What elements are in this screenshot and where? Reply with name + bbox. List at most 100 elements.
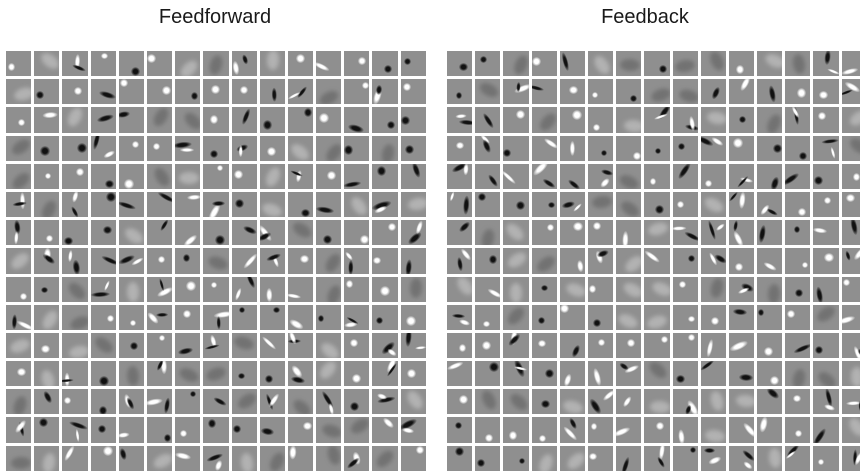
faint-feature [622, 253, 642, 274]
filter-tile [813, 191, 839, 218]
dark-feature [813, 175, 824, 186]
filter-tile [447, 163, 473, 189]
dark-feature [451, 313, 466, 319]
light-feature [45, 235, 53, 243]
filter-tile [344, 107, 370, 133]
light-feature [406, 316, 416, 327]
light-feature [19, 293, 28, 301]
filter-tile [587, 220, 614, 246]
dark-feature [542, 177, 557, 189]
dark-feature [92, 135, 102, 150]
filter-tile [90, 163, 116, 189]
filter-tile [785, 276, 811, 302]
dark-feature [62, 378, 74, 383]
faint-feature [38, 51, 60, 72]
filter-tile [841, 51, 860, 77]
filter-tile [118, 107, 144, 133]
filter-tile [559, 417, 585, 443]
light-feature [790, 107, 801, 119]
filter-tile [700, 304, 726, 330]
faint-feature [677, 87, 698, 105]
filter-tile [6, 389, 32, 415]
filter-tile [841, 191, 860, 218]
filter-tile [203, 276, 229, 302]
filter-tile [259, 304, 285, 330]
light-feature [590, 423, 598, 430]
filter-tile [672, 51, 698, 77]
filter-tile [616, 107, 642, 133]
filter-tile [728, 135, 755, 161]
dark-feature [768, 84, 778, 103]
light-feature [327, 171, 336, 180]
filter-tile [203, 248, 229, 274]
faint-feature [708, 390, 725, 413]
light-feature [7, 63, 15, 71]
filter-tile [447, 389, 473, 415]
filter-tile [531, 304, 557, 330]
dark-feature [515, 200, 525, 210]
filter-tile [34, 304, 60, 330]
filter-tile [372, 304, 398, 330]
filter-tile [118, 361, 144, 387]
filter-tile [644, 417, 670, 443]
light-feature [180, 429, 188, 437]
faint-feature [67, 343, 88, 359]
dark-feature [11, 313, 18, 329]
light-feature [458, 318, 471, 328]
filter-tile [841, 389, 860, 415]
faint-feature [616, 311, 640, 330]
light-feature [373, 256, 381, 265]
filter-tile [146, 107, 173, 133]
faint-feature [404, 389, 426, 412]
filter-tile [785, 79, 811, 105]
dark-feature [157, 277, 165, 292]
faint-feature [206, 253, 229, 272]
light-feature [456, 113, 468, 119]
light-feature [591, 367, 603, 387]
dark-feature [212, 396, 227, 408]
filter-tile [62, 248, 88, 274]
faint-feature [177, 366, 201, 385]
filter-tile [813, 361, 839, 387]
dark-feature [349, 401, 359, 411]
light-feature [841, 314, 856, 326]
light-feature [508, 431, 518, 441]
light-feature [316, 60, 330, 73]
faint-feature [480, 227, 497, 246]
light-feature [843, 279, 850, 286]
filter-tile [344, 445, 370, 471]
filter-tile [841, 276, 860, 302]
faint-feature [181, 109, 201, 132]
filter-tile [587, 135, 614, 161]
dark-feature [795, 289, 804, 297]
dark-feature [841, 88, 854, 97]
filter-tile [118, 135, 144, 161]
filter-tile [644, 79, 670, 105]
light-feature [16, 319, 32, 330]
filter-tile [146, 276, 173, 302]
filter-tile [259, 332, 285, 359]
filter-tile [757, 248, 783, 274]
dark-feature [844, 250, 852, 262]
light-feature [381, 417, 396, 430]
light-feature [296, 53, 306, 63]
light-feature [732, 230, 746, 246]
dark-feature [125, 396, 136, 411]
dark-feature [96, 112, 115, 124]
filter-tile [644, 389, 670, 415]
faint-feature [791, 52, 807, 75]
light-feature [120, 79, 128, 87]
filter-tile [146, 332, 173, 359]
filter-tile [344, 191, 370, 218]
feedforward-title: Feedforward [158, 6, 272, 28]
faint-feature [232, 334, 256, 352]
dark-feature [403, 332, 412, 348]
filter-tile [400, 417, 426, 443]
filter-tile [700, 51, 726, 77]
filter-tile [6, 332, 32, 359]
faint-feature [707, 51, 726, 73]
dark-feature [704, 448, 716, 454]
filter-tile [841, 445, 860, 471]
dark-feature [462, 195, 470, 215]
light-feature [531, 56, 541, 66]
